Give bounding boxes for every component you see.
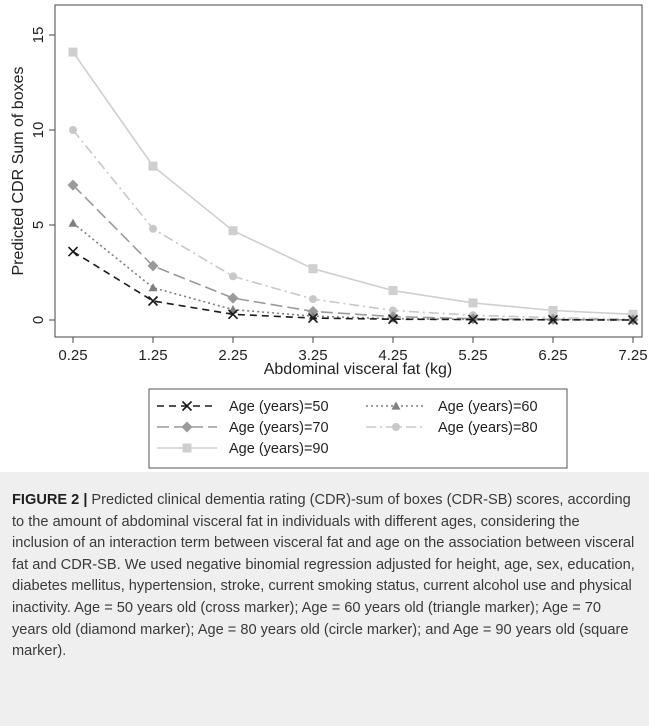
square-marker bbox=[548, 306, 558, 315]
y-axis-title: Predicted CDR Sum of boxes bbox=[10, 67, 27, 276]
circle-marker bbox=[389, 306, 397, 315]
legend-label: Age (years)=90 bbox=[229, 441, 329, 457]
caption-text-block: FIGURE 2 | Predicted clinical dementia rat… bbox=[12, 490, 640, 663]
legend-box bbox=[148, 388, 568, 469]
square-marker bbox=[308, 264, 318, 274]
diamond-marker bbox=[67, 179, 79, 191]
square-marker bbox=[68, 47, 78, 57]
y-tick-label: 15 bbox=[30, 27, 47, 44]
legend-item: Age (years)=90 bbox=[157, 441, 329, 457]
legend-item: Age (years)=60 bbox=[366, 399, 538, 415]
square-marker bbox=[148, 161, 158, 171]
cross-marker bbox=[181, 400, 193, 412]
circle-marker bbox=[392, 423, 400, 431]
cross-marker bbox=[67, 246, 79, 257]
x-tick-label: 0.25 bbox=[58, 347, 87, 364]
series-line bbox=[72, 129, 634, 320]
x-tick-label: 4.25 bbox=[378, 347, 407, 364]
square-marker bbox=[468, 298, 478, 308]
series-circle bbox=[69, 126, 637, 324]
series-line bbox=[72, 222, 634, 321]
series-line bbox=[72, 51, 634, 316]
legend-item: Age (years)=80 bbox=[366, 420, 538, 436]
caption-body: Predicted clinical dementia rating (CDR)… bbox=[12, 492, 635, 660]
diamond-marker bbox=[307, 305, 319, 317]
series-layer bbox=[67, 47, 639, 326]
square-marker bbox=[628, 309, 638, 319]
legend: Age (years)=50 Age (years)=60 Age (years)=… bbox=[148, 388, 568, 469]
legend-item: Age (years)=50 bbox=[157, 399, 329, 415]
triangle-marker bbox=[391, 401, 401, 410]
legend-label: Age (years)=60 bbox=[438, 399, 538, 415]
cross-marker bbox=[547, 314, 559, 325]
x-axis-title: Abdominal visceral fat (kg) bbox=[264, 361, 453, 378]
caption-separator: | bbox=[83, 492, 88, 508]
figure-caption: FIGURE 2 | Predicted clinical dementia rat… bbox=[0, 472, 649, 726]
x-tick-label: 7.25 bbox=[618, 347, 647, 364]
series-square bbox=[68, 47, 638, 319]
diamond-marker bbox=[181, 421, 193, 433]
cross-marker bbox=[147, 295, 159, 307]
cross-marker bbox=[307, 313, 319, 324]
square-marker bbox=[228, 226, 238, 236]
legend-label: Age (years)=50 bbox=[229, 399, 329, 415]
triangle-marker bbox=[68, 218, 78, 227]
series-line bbox=[72, 250, 634, 321]
y-tick-label: 10 bbox=[30, 122, 47, 139]
diamond-marker bbox=[147, 260, 159, 272]
x-tick-label: 5.25 bbox=[458, 347, 487, 364]
cross-marker bbox=[227, 309, 239, 320]
cross-marker bbox=[627, 314, 639, 326]
diamond-marker bbox=[227, 292, 239, 304]
cross-marker bbox=[467, 314, 479, 325]
x-tick-label: 3.25 bbox=[298, 347, 327, 364]
y-tick-label: 0 bbox=[30, 316, 47, 324]
legend-label: Age (years)=80 bbox=[438, 420, 538, 436]
circle-marker bbox=[69, 126, 77, 134]
chart-axes: 0 5 10 15 0.25 1.25 2.25 3.25 4.25 5.25 6.25 7.25 Ab… bbox=[10, 4, 648, 378]
cross-marker bbox=[387, 314, 399, 325]
circle-marker bbox=[229, 272, 237, 281]
square-marker bbox=[388, 286, 398, 296]
x-tick-label: 2.25 bbox=[218, 347, 247, 364]
legend-label: Age (years)=70 bbox=[229, 420, 329, 436]
circle-marker bbox=[309, 295, 317, 304]
series-diamond bbox=[67, 179, 639, 326]
plot-frame bbox=[54, 4, 643, 338]
y-tick-label: 5 bbox=[30, 221, 47, 229]
figure-label: FIGURE 2 bbox=[12, 492, 80, 508]
series-cross bbox=[67, 246, 639, 326]
line-chart: 0 5 10 15 0.25 1.25 2.25 3.25 4.25 5.25 6.25 7.25 Ab… bbox=[10, 4, 648, 469]
legend-item: Age (years)=70 bbox=[157, 420, 329, 436]
triangle-marker bbox=[148, 283, 158, 292]
series-line bbox=[72, 184, 634, 321]
circle-marker bbox=[149, 224, 157, 233]
x-tick-label: 6.25 bbox=[538, 347, 567, 364]
x-tick-label: 1.25 bbox=[138, 347, 167, 364]
square-marker bbox=[182, 443, 192, 453]
